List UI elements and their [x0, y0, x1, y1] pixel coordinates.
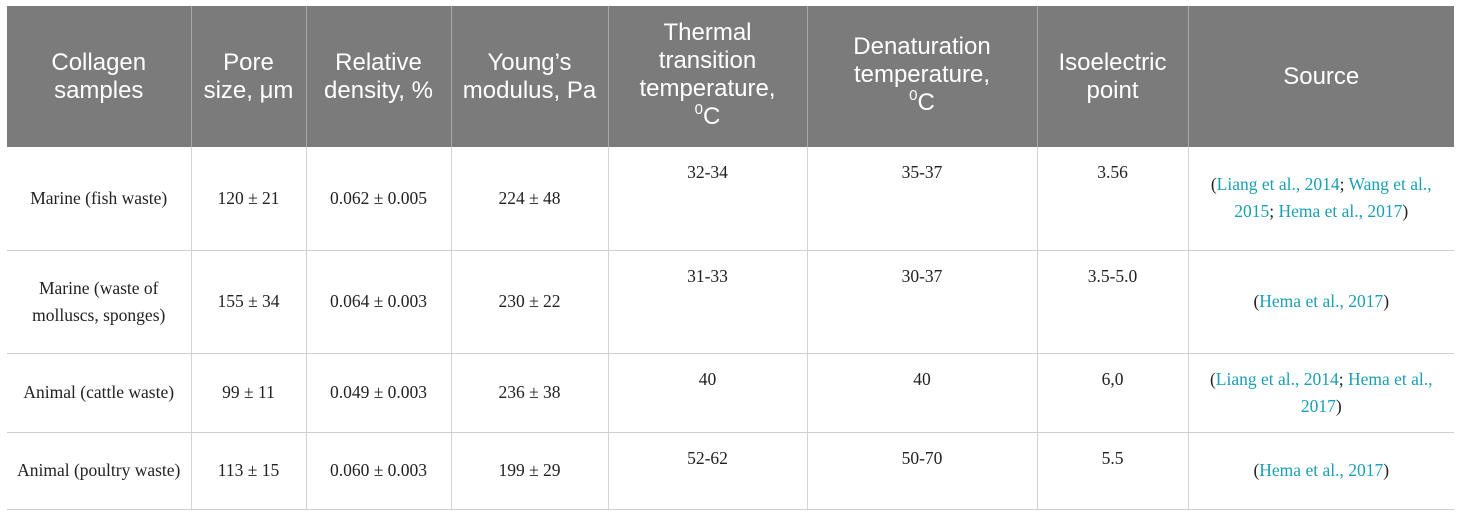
source-separator: ;: [1269, 201, 1279, 222]
cell-sample: Animal (poultry waste): [7, 432, 191, 510]
header-row: Collagen samples Pore size, μm Relative …: [7, 6, 1454, 147]
cell-isoelectric-point: 6,0: [1036, 353, 1188, 433]
citation-link[interactable]: Wang et al., 2015: [1234, 174, 1432, 222]
header-denaturation-label: Denaturation temperature,: [853, 33, 991, 88]
cell-denaturation: 35-37: [806, 147, 1037, 251]
header-youngs-modulus: Young’s modulus, Pa: [450, 6, 608, 147]
degree-superscript: 0: [694, 101, 703, 118]
cell-pore-size: 99 ± 11: [190, 353, 306, 433]
cell-relative-density: 0.064 ± 0.003: [305, 250, 451, 354]
cell-youngs-modulus: 199 ± 29: [450, 432, 608, 510]
cell-thermal-transition: 52-62: [607, 432, 807, 510]
collagen-properties-table: Collagen samples Pore size, μm Relative …: [7, 6, 1454, 510]
cell-thermal-transition: 32-34: [607, 147, 807, 251]
cell-sample: Marine (fish waste): [7, 147, 191, 251]
citation-link[interactable]: Hema et al., 2017: [1259, 291, 1384, 311]
cell-pore-size: 120 ± 21: [190, 147, 306, 251]
cell-thermal-transition: 40: [607, 353, 807, 433]
source-open-paren: (: [1209, 368, 1216, 389]
cell-youngs-modulus: 236 ± 38: [450, 353, 608, 433]
table-body: Marine (fish waste) 120 ± 21 0.062 ± 0.005…: [7, 147, 1454, 510]
cell-sample: Marine (waste of molluscs, sponges): [7, 250, 191, 354]
citation-link[interactable]: Hema et al., 2017: [1259, 460, 1384, 480]
header-source: Source: [1187, 6, 1454, 147]
cell-isoelectric-point: 5.5: [1036, 432, 1188, 510]
header-thermal-label: Thermal transition temperature,: [639, 19, 776, 102]
cell-pore-size: 155 ± 34: [190, 250, 306, 354]
table-row: Animal (cattle waste) 99 ± 11 0.049 ± 0.00…: [7, 353, 1454, 433]
cell-source: (Hema et al., 2017): [1187, 250, 1454, 354]
cell-sample: Animal (cattle waste): [7, 353, 191, 433]
table-row: Marine (waste of molluscs, sponges) 155 ±…: [7, 250, 1454, 354]
cell-denaturation: 50-70: [806, 432, 1037, 510]
header-thermal-transition: Thermal transition temperature, 0C: [607, 6, 807, 147]
cell-relative-density: 0.062 ± 0.005: [305, 147, 451, 251]
table-row: Marine (fish waste) 120 ± 21 0.062 ± 0.005…: [7, 147, 1454, 251]
cell-pore-size: 113 ± 15: [190, 432, 306, 510]
source-close-paren: ): [1402, 201, 1409, 222]
degree-unit: C: [703, 103, 721, 130]
degree-superscript: 0: [909, 87, 918, 104]
cell-isoelectric-point: 3.56: [1036, 147, 1188, 251]
collagen-properties-table-container: Collagen samples Pore size, μm Relative …: [7, 6, 1454, 510]
cell-source: (Liang et al., 2014; Hema et al., 2017): [1187, 353, 1454, 433]
header-pore-size: Pore size, μm: [190, 6, 306, 147]
header-collagen-samples: Collagen samples: [7, 6, 191, 147]
citation-link[interactable]: Liang et al., 2014: [1216, 174, 1340, 195]
header-denaturation: Denaturation temperature, 0C: [806, 6, 1037, 147]
citation-link[interactable]: Liang et al., 2014: [1215, 368, 1339, 389]
degree-unit: C: [917, 89, 935, 116]
cell-thermal-transition: 31-33: [607, 250, 807, 354]
cell-relative-density: 0.060 ± 0.003: [305, 432, 451, 510]
source-open-paren: (: [1253, 291, 1260, 311]
source-close-paren: ): [1383, 460, 1390, 480]
table-row: Animal (poultry waste) 113 ± 15 0.060 ± 0.…: [7, 432, 1454, 510]
source-close-paren: ): [1383, 291, 1390, 311]
source-open-paren: (: [1253, 460, 1260, 480]
source-separator: ;: [1338, 368, 1348, 389]
cell-youngs-modulus: 224 ± 48: [450, 147, 608, 251]
cell-source: (Hema et al., 2017): [1187, 432, 1454, 510]
cell-source: (Liang et al., 2014; Wang et al., 2015; …: [1187, 147, 1454, 251]
source-open-paren: (: [1210, 174, 1217, 195]
header-relative-density: Relative density, %: [305, 6, 451, 147]
source-close-paren: ): [1335, 395, 1342, 416]
source-separator: ;: [1339, 174, 1349, 195]
cell-denaturation: 40: [806, 353, 1037, 433]
header-isoelectric-point: Isoelectric point: [1036, 6, 1188, 147]
cell-isoelectric-point: 3.5-5.0: [1036, 250, 1188, 354]
citation-link[interactable]: Hema et al., 2017: [1300, 368, 1433, 416]
cell-youngs-modulus: 230 ± 22: [450, 250, 608, 354]
cell-denaturation: 30-37: [806, 250, 1037, 354]
cell-relative-density: 0.049 ± 0.003: [305, 353, 451, 433]
citation-link[interactable]: Hema et al., 2017: [1278, 201, 1403, 222]
